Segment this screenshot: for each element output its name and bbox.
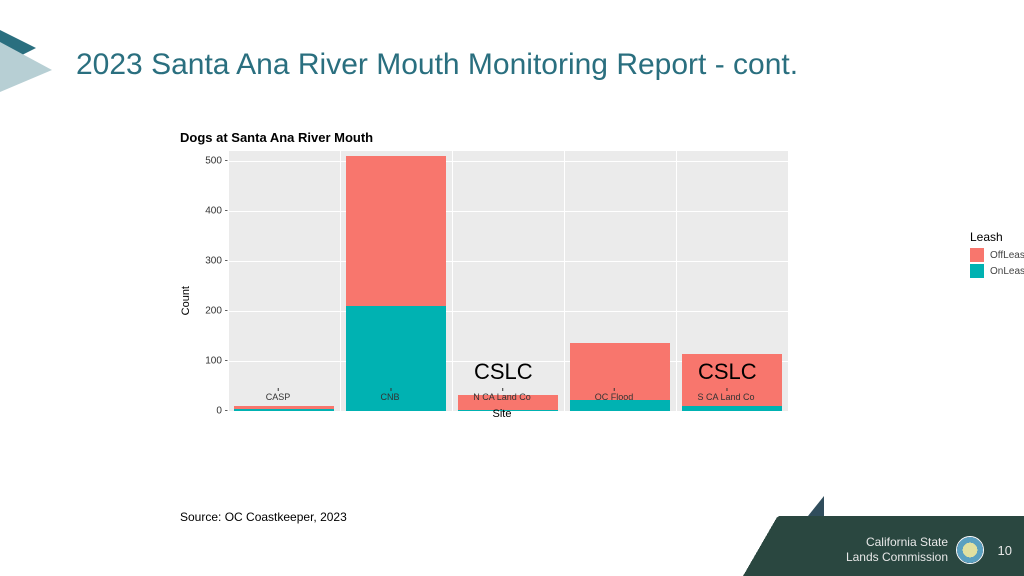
y-axis-label: Count	[180, 286, 192, 315]
legend-swatch	[970, 264, 984, 278]
y-tick: 200	[205, 306, 228, 317]
y-tick: 500	[205, 156, 228, 167]
legend-label: OnLeash	[990, 266, 1024, 277]
source-citation: Source: OC Coastkeeper, 2023	[180, 510, 347, 524]
y-axis-ticks: 0100200300400500	[198, 151, 228, 411]
bar-group	[346, 156, 447, 411]
footer-seal-icon	[956, 536, 984, 564]
bar-segment	[346, 156, 447, 306]
y-tick: 400	[205, 206, 228, 217]
x-tick: OC Flood	[595, 392, 634, 402]
legend-item: OnLeash	[970, 264, 1024, 278]
legend-swatch	[970, 248, 984, 262]
x-tick: CNB	[380, 392, 399, 402]
legend-item: OffLeash	[970, 248, 1024, 262]
y-tick: 300	[205, 256, 228, 267]
y-tick: 100	[205, 356, 228, 367]
overlay-label: CSLC	[698, 359, 757, 385]
page-number: 10	[998, 543, 1012, 558]
footer-line2: Lands Commission	[846, 550, 948, 564]
overlay-label: CSLC	[474, 359, 533, 385]
chart-plot-row: Count 0100200300400500 CSLCCSLC	[180, 151, 940, 451]
x-axis-label: Site	[222, 408, 782, 420]
page-title: 2023 Santa Ana River Mouth Monitoring Re…	[76, 48, 798, 82]
plot-area: CSLC CSLC	[228, 151, 788, 411]
footer-line1: California State	[866, 535, 948, 549]
x-tick: CASP	[266, 392, 291, 402]
legend: Leash OffLeash OnLeash	[970, 230, 1024, 280]
slide: 2023 Santa Ana River Mouth Monitoring Re…	[0, 0, 1024, 576]
legend-label: OffLeash	[990, 250, 1024, 261]
corner-decoration-icon	[0, 30, 60, 92]
legend-items: OffLeash OnLeash	[970, 248, 1024, 278]
chart-title: Dogs at Santa Ana River Mouth	[180, 130, 940, 145]
chart-container: Dogs at Santa Ana River Mouth Count 0100…	[180, 130, 940, 470]
legend-title: Leash	[970, 230, 1024, 244]
footer-org-name: California State Lands Commission	[846, 535, 948, 564]
x-tick: N CA Land Co	[473, 392, 531, 402]
x-tick: S CA Land Co	[697, 392, 754, 402]
